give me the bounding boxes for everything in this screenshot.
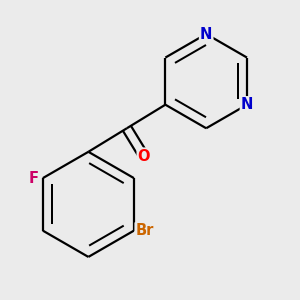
Text: N: N [241,97,253,112]
Text: Br: Br [136,223,154,238]
Text: O: O [138,148,150,164]
Text: F: F [29,171,39,186]
Text: N: N [200,26,212,41]
